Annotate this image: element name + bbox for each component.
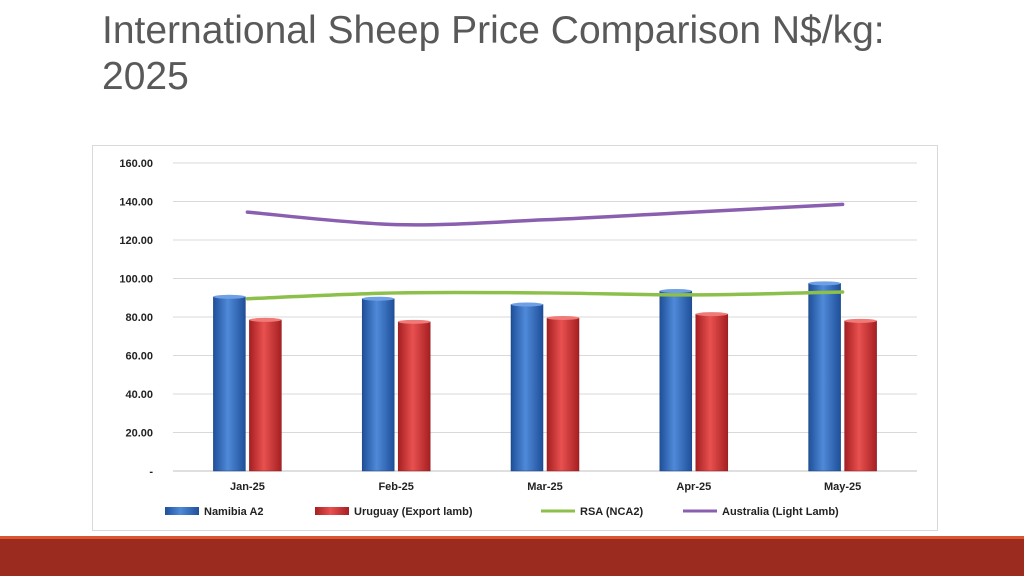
bar-cap [547,315,579,320]
bar-cap [695,312,728,317]
y-tick-label: 160.00 [119,158,153,170]
legend-australia-label: Australia (Light Lamb) [722,506,839,518]
x-tick-label: May-25 [824,481,861,493]
bar-cap [249,317,282,322]
x-tick-label: Feb-25 [378,481,413,493]
bottom-band-accent [0,536,1024,539]
bar-cap [213,294,246,299]
series-lines [245,202,845,301]
bar-uruguay [249,319,282,472]
bar-uruguay [546,317,580,472]
bar-cap [844,318,877,323]
y-tick-label: 80.00 [125,312,153,324]
line-rsa [245,290,845,301]
bar-cap [398,319,431,324]
bars [213,281,877,472]
bar-uruguay [695,313,729,472]
bottom-decorative-band [0,536,1024,576]
y-tick-label: 140.00 [119,197,153,209]
y-axis-ticks: - 20.00 40.00 60.00 80.00 100.00 120.00 140.00 1… [119,158,153,478]
legend-namibia-label: Namibia A2 [204,506,264,518]
sheep-price-chart: - 20.00 40.00 60.00 80.00 100.00 120.00 140.00 1… [119,158,917,518]
slide-title: International Sheep Price Comparison N$/… [102,8,982,100]
y-tick-label: 60.00 [125,351,153,363]
y-tick-label: 100.00 [119,274,153,286]
bar-uruguay [844,320,877,472]
legend: Namibia A2 Uruguay (Export lamb) RSA (NCA2… [165,506,839,518]
bar-cap [511,302,543,307]
slide-title-line-2: 2025 [102,55,189,98]
gridlines [173,162,917,472]
x-axis-ticks: Jan-25 Feb-25 Mar-25 Apr-25 May-25 [230,481,861,493]
legend-namibia-swatch [165,507,199,515]
bar-cap [808,281,841,286]
x-tick-label: Mar-25 [527,481,562,493]
y-tick-label: 20.00 [125,428,153,440]
legend-uruguay-swatch [315,507,349,515]
legend-rsa-label: RSA (NCA2) [580,506,643,518]
x-tick-label: Jan-25 [230,481,265,493]
legend-uruguay-label: Uruguay (Export lamb) [354,506,473,518]
chart-frame: - 20.00 40.00 60.00 80.00 100.00 120.00 140.00 1… [92,145,938,531]
y-tick-label: 120.00 [119,235,153,247]
bar-namibia [510,304,544,472]
y-tick-label: - [149,466,153,478]
bar-uruguay [397,321,431,472]
line-australia [245,202,845,227]
bar-namibia [213,296,246,472]
bar-namibia [361,298,395,472]
bar-cap [659,289,692,294]
slide-title-line-1: International Sheep Price Comparison N$/… [102,9,885,52]
bar-cap [362,296,395,301]
y-tick-label: 40.00 [125,389,153,401]
bar-namibia [659,290,693,472]
x-tick-label: Apr-25 [676,481,711,493]
bar-namibia [808,283,841,472]
